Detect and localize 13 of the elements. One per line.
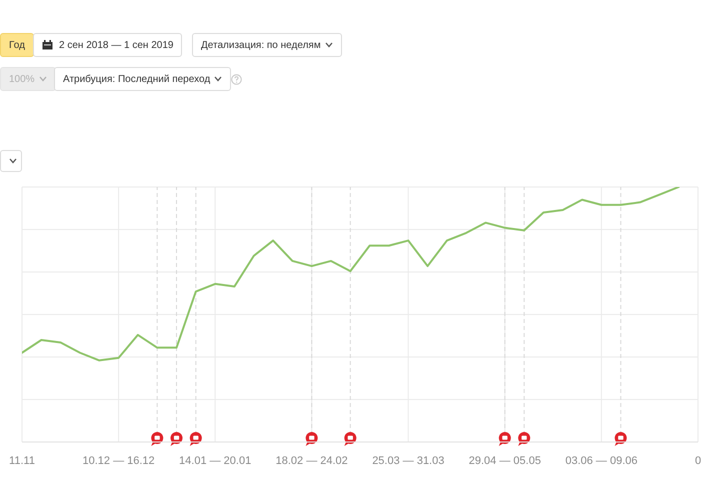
detail-dropdown: Детализация: по неделям: [192, 33, 342, 57]
x-tick-label: 18.02 — 24.02: [276, 454, 348, 467]
x-tick-label: 25.03 — 31.03: [372, 454, 444, 467]
date-range-button: 2 сен 2018 — 1 сен 2019: [33, 33, 182, 57]
x-tick-label: 10.12 — 16.12: [82, 454, 155, 467]
period-button: Год: [0, 33, 34, 57]
x-tick-label: 0: [694, 454, 702, 467]
attribution-dropdown: Атрибуция: Последний переход: [54, 67, 232, 91]
x-tick-label: 29.04 — 05.05: [468, 454, 541, 467]
sampling-dropdown: 100%: [0, 67, 56, 91]
x-tick-label: 11.11: [9, 454, 35, 467]
x-tick-label: 14.01 — 20.01: [179, 454, 252, 467]
x-tick-label: 03.06 — 09.06: [565, 454, 638, 467]
